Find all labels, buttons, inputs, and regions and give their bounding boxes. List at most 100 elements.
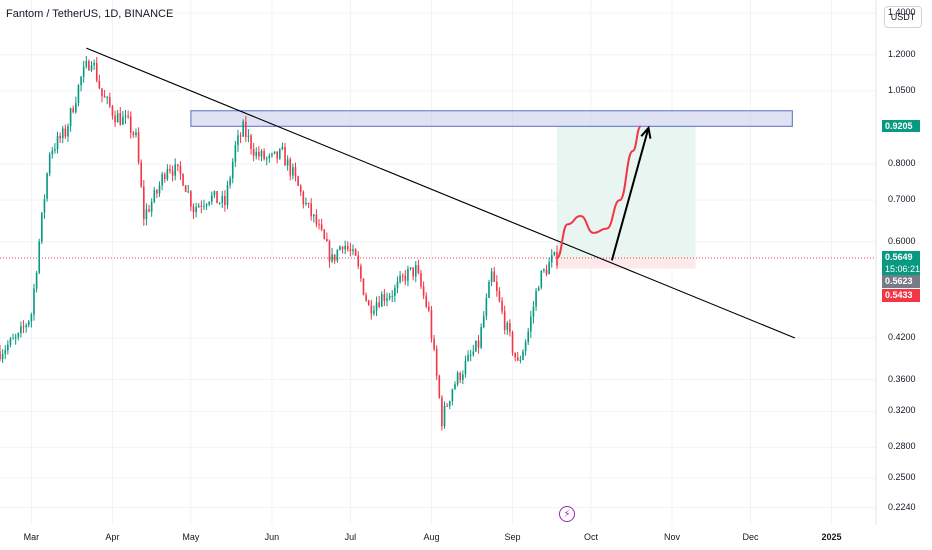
candle-body: [302, 191, 305, 205]
candle-body: [179, 166, 182, 175]
candle-body: [7, 344, 9, 351]
candle-body: [143, 186, 145, 220]
candle-body: [365, 294, 367, 301]
candle-body: [354, 249, 357, 256]
time-tick: Jun: [264, 532, 280, 542]
candle-body: [252, 149, 255, 156]
candle-body: [41, 212, 43, 242]
mid-price-label: 0.5623: [882, 275, 920, 289]
candle-body: [407, 268, 409, 281]
candle-body: [203, 205, 205, 207]
candle-body: [27, 321, 30, 326]
candle-body: [224, 195, 226, 206]
candle-body: [548, 262, 550, 275]
candle-body: [150, 202, 153, 212]
candle-body: [103, 96, 106, 98]
time-tick: Sep: [504, 532, 521, 542]
price-tick: 1.4000: [888, 7, 916, 18]
candle-body: [129, 116, 132, 133]
candle-body: [161, 174, 163, 186]
candle-body: [323, 229, 326, 239]
candle-body: [61, 128, 64, 139]
candle-body: [496, 281, 498, 292]
candle-body: [75, 103, 77, 113]
candle-body: [433, 338, 435, 350]
candle-body: [17, 333, 20, 337]
candle-body: [127, 115, 129, 117]
candle-body: [163, 174, 166, 180]
time-tick: Dec: [742, 532, 759, 542]
candle-body: [420, 272, 422, 287]
candle-body: [509, 323, 511, 333]
candle-body: [148, 209, 150, 212]
candle-body: [401, 275, 404, 277]
time-tick: 2025: [821, 532, 842, 542]
candle-body: [464, 360, 467, 375]
candle-body: [9, 338, 12, 345]
resistance-zone: [190, 110, 793, 127]
time-tick: Aug: [423, 532, 440, 542]
candle-body: [169, 169, 171, 171]
candle-body: [278, 149, 281, 159]
candle-body: [367, 300, 370, 306]
candle-body: [237, 135, 239, 146]
candle-body: [51, 150, 54, 155]
candle-body: [446, 405, 448, 407]
candle-body: [362, 278, 365, 295]
currency-button[interactable]: USDT: [884, 6, 922, 28]
candle-body: [409, 267, 412, 269]
candle-body: [101, 88, 103, 97]
candle-body: [20, 326, 22, 334]
candle-body: [77, 85, 80, 104]
candle-body: [0, 351, 1, 360]
candle-body: [22, 326, 25, 328]
candle-body: [135, 132, 137, 136]
candle-body: [524, 342, 527, 352]
candle-body: [244, 121, 247, 137]
candle-body: [263, 150, 265, 160]
candle-body: [90, 65, 93, 71]
stop-loss-zone: [556, 258, 696, 269]
candle-body: [553, 251, 556, 256]
candle-body: [425, 295, 428, 307]
price-tick: 0.6000: [888, 235, 916, 246]
candle-body: [166, 169, 169, 180]
last-price-value: 0.5649: [885, 252, 913, 263]
candle-body: [132, 132, 135, 136]
candle-body: [281, 147, 284, 150]
time-tick: Apr: [105, 532, 120, 542]
candle-body: [14, 336, 17, 339]
candle-body: [467, 355, 469, 361]
lightning-event-icon[interactable]: ⚡: [559, 506, 575, 522]
candle-body: [153, 190, 156, 203]
candle-body: [501, 300, 503, 312]
drawing-overlays: [86, 47, 796, 339]
candle-body: [184, 185, 187, 192]
candle-body: [98, 80, 101, 89]
candle-body: [488, 281, 490, 298]
candle-body: [394, 288, 396, 297]
price-tick: 1.0500: [888, 84, 916, 95]
candle-body: [292, 167, 294, 176]
time-tick: May: [182, 532, 200, 542]
stop-price-label: 0.5433: [882, 289, 920, 303]
candle-body: [438, 375, 441, 398]
candle-body: [305, 202, 307, 205]
candle-body: [59, 135, 61, 139]
candle-body: [1, 354, 4, 360]
candle-body: [114, 115, 116, 123]
candle-body: [200, 205, 203, 207]
price-tick: 0.7000: [888, 194, 916, 205]
candle-body: [396, 281, 399, 289]
candle-body: [428, 306, 430, 311]
candle-body: [307, 202, 310, 204]
candle-body: [506, 323, 509, 330]
candle-body: [190, 191, 192, 207]
candle-body: [459, 372, 462, 381]
candle-body: [511, 332, 514, 353]
candle-body: [48, 154, 51, 174]
candle-body: [297, 176, 299, 186]
candle-body: [373, 310, 375, 314]
candle-body: [242, 121, 244, 137]
